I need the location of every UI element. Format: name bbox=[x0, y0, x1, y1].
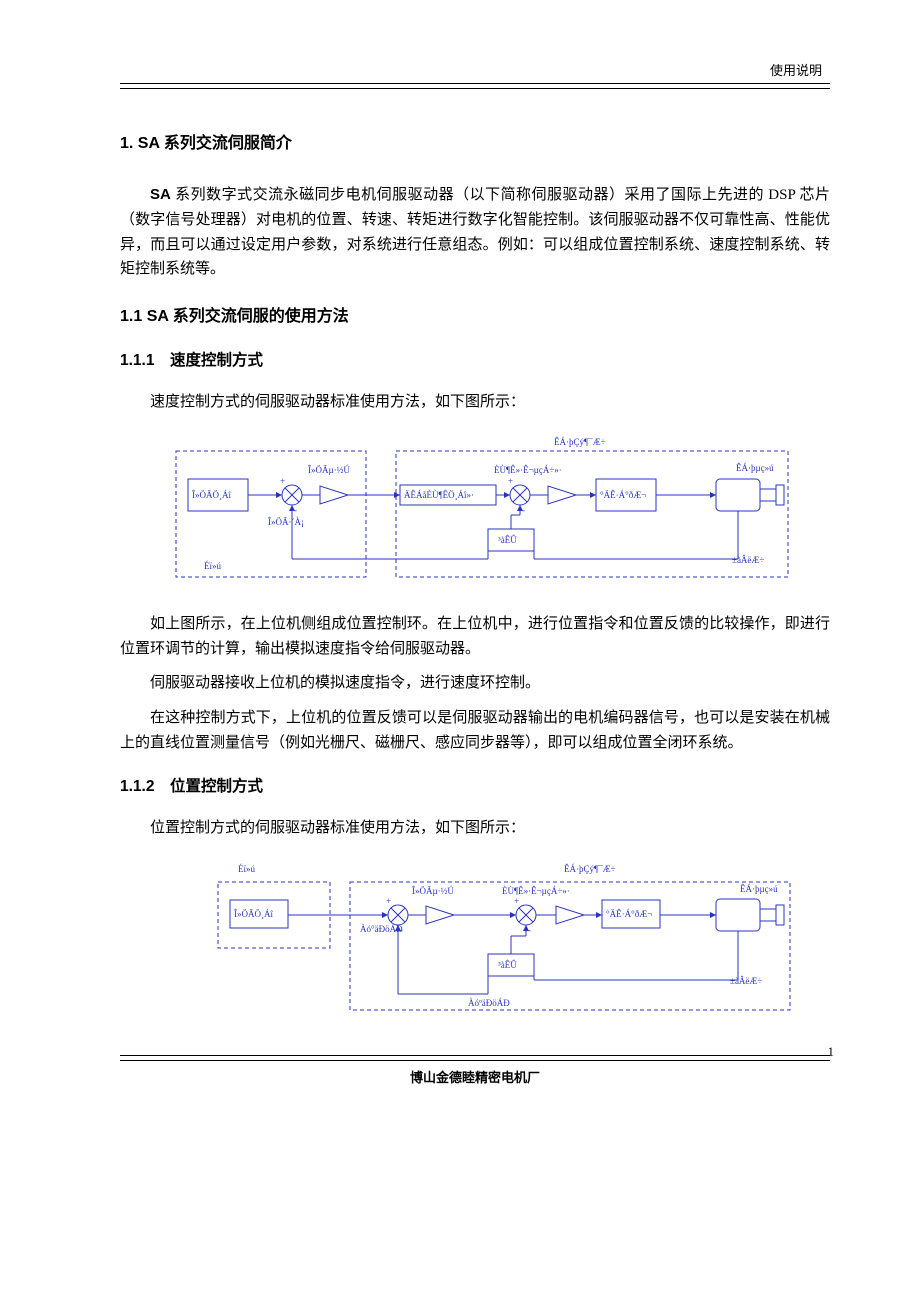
page-header: 使用说明 bbox=[120, 60, 830, 79]
paragraph-speed-3: 在这种控制方式下，上位机的位置反馈可以是伺服驱动器输出的电机编码器信号，也可以是… bbox=[120, 706, 830, 756]
svg-text:ÀóºäÐöÁÐ: ÀóºäÐöÁÐ bbox=[468, 998, 510, 1008]
svg-text:°ÄÊ·Á°ðÆ¬: °ÄÊ·Á°ðÆ¬ bbox=[600, 490, 646, 500]
svg-text:+: + bbox=[280, 476, 285, 486]
svg-text:°ÄÊ·Á°ðÆ¬: °ÄÊ·Á°ðÆ¬ bbox=[606, 909, 652, 919]
svg-text:Î»ÖÃ·´À¡: Î»ÖÃ·´À¡ bbox=[268, 517, 304, 527]
svg-text:±àÂëÆ÷: ±àÂëÆ÷ bbox=[732, 555, 764, 565]
heading-1-1: 1.1 SA 系列交流伺服的使用方法 bbox=[120, 302, 830, 326]
svg-text:+: + bbox=[508, 476, 513, 486]
svg-text:Î»ÖÃµ·½Ú: Î»ÖÃµ·½Ú bbox=[308, 465, 350, 475]
heading-1-1-2: 1.1.2 位置控制方式 bbox=[120, 774, 830, 796]
svg-text:³àÊÛ: ³àÊÛ bbox=[498, 960, 517, 970]
paragraph-intro: SA 系列数字式交流永磁同步电机伺服驱动器（以下简称伺服驱动器）采用了国际上先进… bbox=[120, 183, 830, 282]
footer-company: 博山金德睦精密电机厂 bbox=[120, 1067, 830, 1086]
svg-text:ÊÁ·þÇý¶¯Æ÷: ÊÁ·þÇý¶¯Æ÷ bbox=[564, 864, 616, 874]
paragraph-position-intro: 位置控制方式的伺服驱动器标准使用方法，如下图所示： bbox=[120, 816, 830, 841]
svg-text:+: + bbox=[386, 896, 391, 906]
page-number: 1 bbox=[828, 1044, 835, 1060]
intro-lead: SA bbox=[150, 186, 171, 203]
svg-text:³àÊÛ: ³àÊÛ bbox=[498, 535, 517, 545]
paragraph-speed-1: 如上图所示，在上位机侧组成位置控制环。在上位机中，进行位置指令和位置反馈的比较操… bbox=[120, 612, 830, 662]
svg-text:+: + bbox=[514, 896, 519, 906]
page: 使用说明 1. SA 系列交流伺服简介 SA 系列数字式交流永磁同步电机伺服驱动… bbox=[0, 0, 920, 1116]
svg-text:ÈÙ¶Ê»·Ê¬µçÁ÷»·: ÈÙ¶Ê»·Ê¬µçÁ÷»· bbox=[494, 465, 562, 475]
svg-text:ÈÙ¶Ê»·Ê¬µçÁ÷»·: ÈÙ¶Ê»·Ê¬µçÁ÷»· bbox=[502, 886, 570, 896]
svg-text:Éï»ú: Éï»ú bbox=[238, 864, 255, 874]
header-rule bbox=[120, 83, 830, 89]
heading-1: 1. SA 系列交流伺服简介 bbox=[120, 129, 830, 153]
svg-text:Î»ÖÃÖ¸Áî: Î»ÖÃÖ¸Áî bbox=[234, 909, 273, 919]
svg-text:Î»ÖÃÖ¸Áî: Î»ÖÃÖ¸Áî bbox=[192, 490, 231, 500]
paragraph-speed-2: 伺服驱动器接收上位机的模拟速度指令，进行速度环控制。 bbox=[120, 671, 830, 696]
intro-rest: 系列数字式交流永磁同步电机伺服驱动器（以下简称伺服驱动器）采用了国际上先进的 D… bbox=[120, 187, 830, 277]
diagram-speed-control: Î»ÖÃÖ¸Áî + - Î»ÖÃ·´À¡ Î»ÖÃµ·½Ú ÄÊÁåÈÙ¶ÊÖ… bbox=[164, 429, 830, 594]
paragraph-speed-intro: 速度控制方式的伺服驱动器标准使用方法，如下图所示： bbox=[120, 390, 830, 415]
svg-text:ÄÊÁåÈÙ¶ÊÖ¸Áî»·: ÄÊÁåÈÙ¶ÊÖ¸Áî»· bbox=[404, 490, 474, 500]
heading-1-1-1: 1.1.1 速度控制方式 bbox=[120, 348, 830, 370]
svg-text:±àÂëÆ÷: ±àÂëÆ÷ bbox=[730, 976, 762, 986]
svg-text:Î»ÖÃµ·½Ú: Î»ÖÃµ·½Ú bbox=[412, 886, 454, 896]
footer-rule bbox=[120, 1055, 830, 1061]
svg-text:ÊÁ·þÇý¶¯Æ÷: ÊÁ·þÇý¶¯Æ÷ bbox=[554, 437, 606, 447]
diagram-position-control: Éï»ú ÊÁ·þÇý¶¯Æ÷ Î»ÖÃÖ¸Áî Àó°äÐöÁÐ + - Î»… bbox=[164, 854, 830, 1027]
svg-text:Éï»ú: Éï»ú bbox=[204, 561, 221, 571]
svg-text:ÊÁ·þµç»ú: ÊÁ·þµç»ú bbox=[736, 463, 774, 473]
svg-text:ÊÁ·þµç»ú: ÊÁ·þµç»ú bbox=[740, 884, 778, 894]
